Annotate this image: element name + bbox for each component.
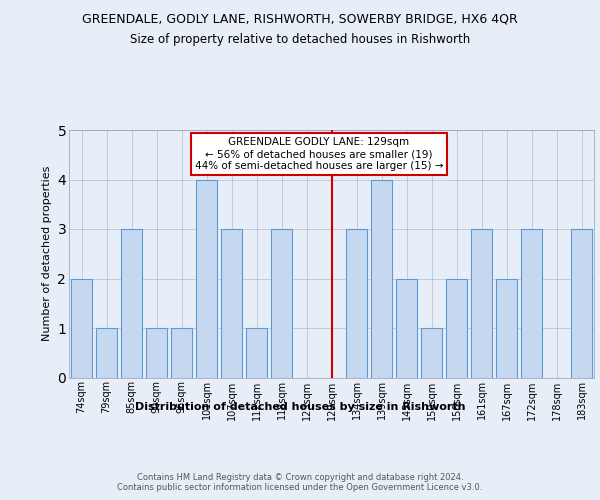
Text: GREENDALE GODLY LANE: 129sqm
← 56% of detached houses are smaller (19)
44% of se: GREENDALE GODLY LANE: 129sqm ← 56% of de…	[195, 138, 443, 170]
Y-axis label: Number of detached properties: Number of detached properties	[42, 166, 52, 342]
Bar	[221, 229, 242, 378]
Text: Size of property relative to detached houses in Rishworth: Size of property relative to detached ho…	[130, 32, 470, 46]
Bar	[446, 278, 467, 378]
Bar	[171, 328, 192, 378]
Bar	[196, 180, 217, 378]
Bar	[146, 328, 167, 378]
Bar	[346, 229, 367, 378]
Text: Contains HM Land Registry data © Crown copyright and database right 2024.
Contai: Contains HM Land Registry data © Crown c…	[118, 472, 482, 492]
Bar	[421, 328, 442, 378]
Bar	[121, 229, 142, 378]
Bar	[246, 328, 267, 378]
Bar	[496, 278, 517, 378]
Bar	[71, 278, 92, 378]
Bar	[521, 229, 542, 378]
Text: Distribution of detached houses by size in Rishworth: Distribution of detached houses by size …	[135, 402, 465, 412]
Bar	[271, 229, 292, 378]
Bar	[371, 180, 392, 378]
Bar	[96, 328, 117, 378]
Text: GREENDALE, GODLY LANE, RISHWORTH, SOWERBY BRIDGE, HX6 4QR: GREENDALE, GODLY LANE, RISHWORTH, SOWERB…	[82, 12, 518, 26]
Bar	[471, 229, 492, 378]
Bar	[396, 278, 417, 378]
Bar	[571, 229, 592, 378]
